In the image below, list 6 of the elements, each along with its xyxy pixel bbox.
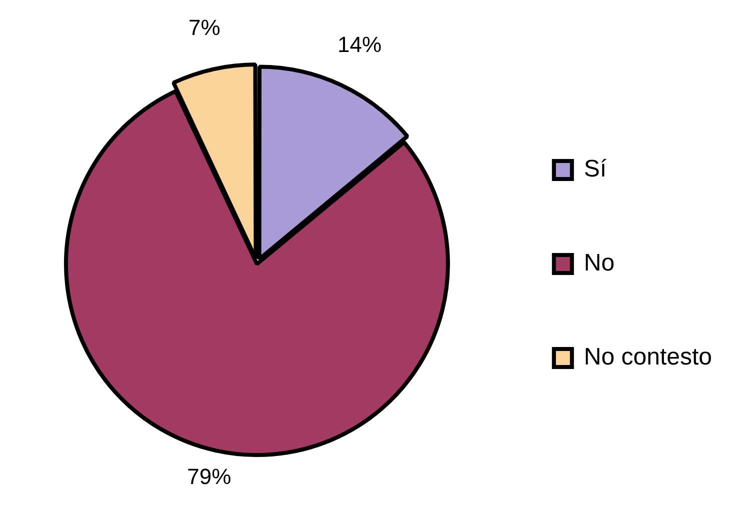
- data-label: 14%: [338, 32, 382, 57]
- legend-label: No: [584, 250, 615, 277]
- data-label: 79%: [187, 464, 232, 489]
- legend-label: No contesto: [584, 344, 712, 371]
- data-label: 7%: [188, 14, 220, 40]
- legend-label: Sí: [584, 156, 607, 183]
